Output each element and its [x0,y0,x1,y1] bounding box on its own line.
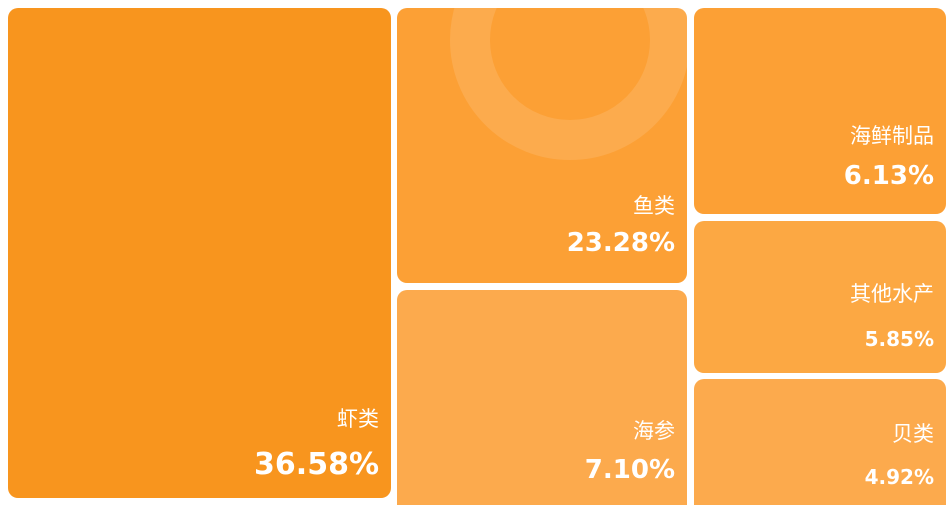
decoration-ring [450,0,690,160]
tile [8,8,391,498]
tile-value: 7.10% [585,455,675,485]
tile [694,379,946,505]
tile-label: 鱼类 [633,194,675,218]
tile-value: 6.13% [844,161,934,191]
tile-value: 23.28% [567,228,675,258]
tile-label: 海鲜制品 [850,124,934,148]
tile-label: 海参 [633,419,675,443]
tile-label: 虾类 [337,407,379,431]
tile [694,221,946,373]
tile-label: 其他水产 [850,282,934,306]
tile-value: 36.58% [254,447,379,482]
tile [694,8,946,214]
tile-label: 贝类 [892,422,934,446]
tile-value: 4.92% [865,465,934,489]
tile [397,290,687,505]
tiles: 虾类 36.58% 鱼类 23.28% 海参 7.10% 海鲜制品 6.13% 其他水产 5.85… [8,8,946,505]
tile-value: 5.85% [865,327,934,351]
tile [397,8,687,283]
